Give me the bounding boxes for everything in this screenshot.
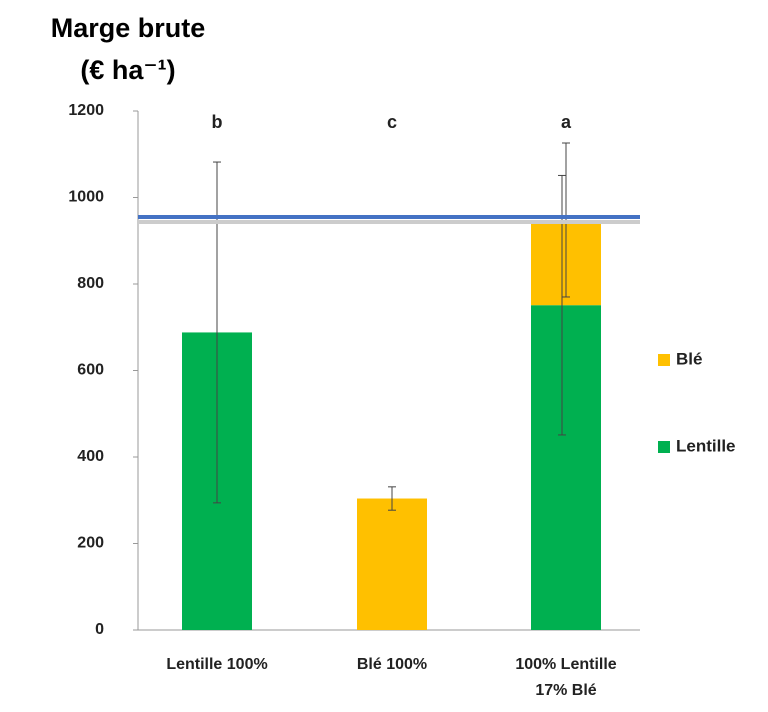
legend-swatch (658, 441, 670, 453)
bar-segment (531, 305, 601, 630)
x-tick-label: Lentille 100% (166, 656, 268, 673)
bar-segment (357, 498, 427, 630)
legend-swatch (658, 354, 670, 366)
y-tick-label: 800 (77, 275, 104, 292)
significance-letter: c (387, 112, 397, 132)
y-tick-label: 0 (95, 621, 104, 638)
significance-letter: a (561, 112, 572, 132)
x-tick-label: 100% Lentille 17% Blé (515, 656, 617, 699)
legend-label: Blé (676, 349, 702, 368)
chart-title: Marge brute (51, 13, 206, 43)
y-tick-label: 1200 (68, 102, 104, 119)
error-bar (388, 486, 396, 511)
y-tick-label: 400 (77, 448, 104, 465)
legend-label: Lentille (676, 436, 736, 455)
y-tick-label: 200 (77, 535, 104, 552)
significance-letter: b (212, 112, 223, 132)
x-tick-label: Blé 100% (356, 656, 428, 673)
y-tick-label: 600 (77, 362, 104, 379)
y-tick-label: 1000 (68, 189, 104, 206)
y-axis-label: (€ ha⁻¹) (80, 55, 175, 85)
